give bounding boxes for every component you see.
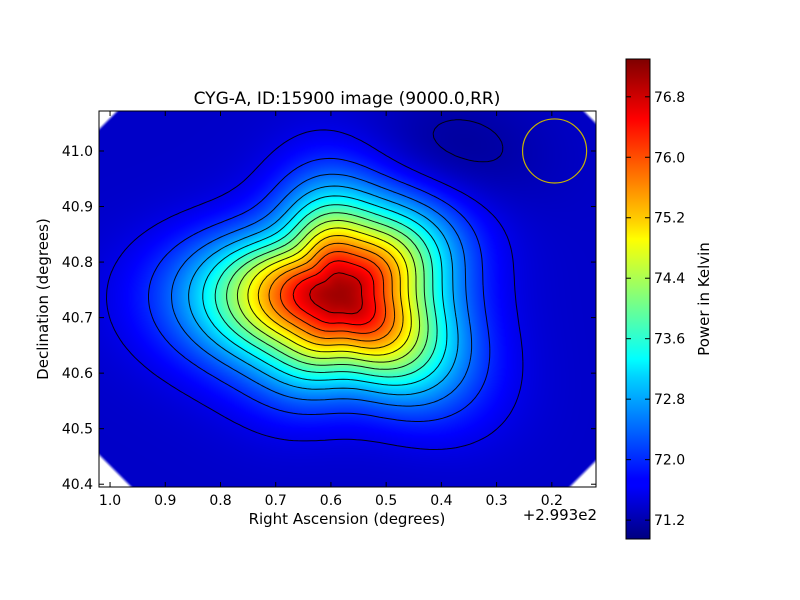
contour-level-11	[268, 242, 396, 342]
x-axis-offset-label: +2.993e2	[523, 506, 597, 524]
colorbar-tick-label: 72.8	[654, 392, 685, 408]
y-tick-label: 40.9	[62, 200, 93, 216]
x-tick-label: 0.7	[265, 493, 287, 509]
colorbar-label: Power in Kelvin	[695, 242, 713, 356]
x-axis-label: Right Ascension (degrees)	[249, 510, 446, 528]
colorbar-tick-label: 74.4	[654, 271, 685, 287]
x-tick-label: 1.0	[99, 493, 121, 509]
colorbar-tick-label: 72.0	[654, 453, 685, 469]
colorbar-tick-label: 71.2	[654, 513, 685, 529]
plot-area	[99, 111, 596, 487]
x-tick-label: 0.8	[209, 493, 231, 509]
colorbar-tick-label: 73.6	[654, 332, 685, 348]
x-tick-label: 0.2	[541, 493, 563, 509]
y-tick-label: 40.7	[62, 311, 93, 327]
colorbar-tick-label: 76.0	[654, 150, 685, 166]
y-tick-label: 40.4	[62, 477, 93, 493]
contour-level-14	[309, 272, 363, 315]
beam-circle	[521, 118, 588, 184]
contour-level-8	[236, 219, 421, 363]
x-tick-label: 0.9	[154, 493, 176, 509]
y-axis-ticks: 40.4 40.5 40.6 40.7 40.8 40.9 41.0	[62, 144, 596, 493]
colorbar-gradient	[625, 58, 651, 540]
contour-level-4	[188, 185, 459, 396]
x-tick-label: 0.6	[320, 493, 342, 509]
contour-level-10	[257, 235, 404, 349]
heatmap-image	[99, 111, 596, 487]
contour-level-7	[226, 212, 429, 370]
contour-level-13	[292, 260, 376, 326]
x-tick-label: 0.5	[375, 493, 397, 509]
contour-level-0	[432, 119, 504, 163]
colorbar-ticks: 71.2 72.0 72.8 73.6 74.4 75.2 76.0 76.8	[626, 90, 685, 529]
y-axis-label: Declination (degrees)	[34, 218, 52, 380]
contour-level-6	[214, 204, 438, 378]
colorbar-tick-label: 75.2	[654, 211, 685, 227]
contour-level-5	[202, 195, 448, 386]
contour-level-3	[171, 173, 473, 407]
contour-level-12	[279, 251, 387, 334]
plot-frame	[98, 110, 597, 488]
colorbar-tick-label: 76.8	[654, 90, 685, 106]
contour-level-2	[148, 157, 491, 422]
y-tick-label: 40.6	[62, 366, 93, 382]
x-axis-ticks: 1.0 0.9 0.8 0.7 0.6 0.5 0.4 0.3 0.2	[99, 111, 563, 509]
x-tick-label: 0.4	[430, 493, 452, 509]
contour-level-1	[106, 129, 524, 450]
y-tick-label: 40.8	[62, 255, 93, 271]
x-tick-label: 0.3	[485, 493, 507, 509]
contour-lines	[106, 119, 524, 450]
colorbar: 71.2 72.0 72.8 73.6 74.4 75.2 76.0 76.8 Power i…	[625, 58, 713, 540]
contour-level-9	[247, 227, 412, 356]
y-tick-label: 41.0	[62, 144, 93, 160]
chart-title: CYG-A, ID:15900 image (9000.0,RR)	[194, 89, 501, 109]
y-tick-label: 40.5	[62, 422, 93, 438]
